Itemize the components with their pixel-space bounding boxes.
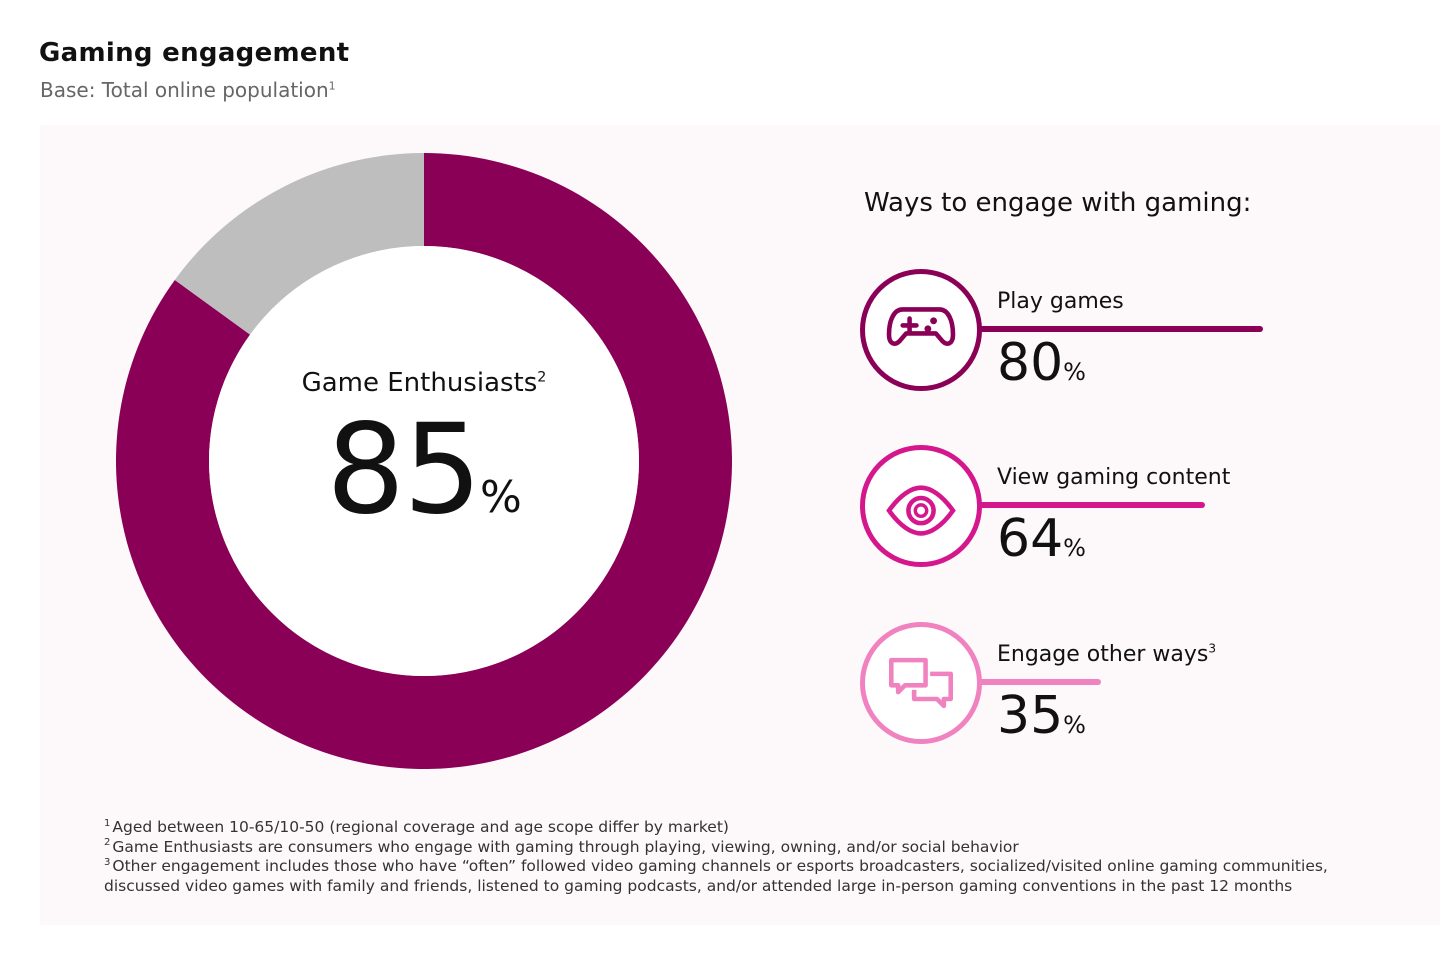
engagement-label: View gaming content [997, 465, 1230, 490]
footnote: 1 Aged between 10-65/10-50 (regional cove… [104, 818, 1328, 838]
engagement-bar [975, 679, 1101, 685]
engagement-value-number: 80 [997, 333, 1064, 393]
engagement-bar [975, 502, 1206, 508]
footnote: 3 Other engagement includes those who hav… [104, 857, 1328, 877]
ways-title: Ways to engage with gaming: [864, 188, 1252, 218]
chat-bubbles-icon-badge [860, 622, 982, 744]
engagement-value-unit: % [1063, 534, 1086, 562]
engagement-bar [975, 326, 1263, 332]
center-label-text: Game Enthusiasts [301, 368, 538, 398]
chat-bubbles-icon [889, 657, 954, 709]
engagement-value-unit: % [1063, 358, 1086, 386]
engagement-item: Engage other ways3 35% [860, 622, 1360, 744]
subtitle-text: Base: Total online population [40, 78, 329, 102]
gamepad-icon [886, 307, 956, 346]
engagement-label: Play games [997, 289, 1124, 314]
donut-slice-game-enthusiasts [115, 153, 733, 769]
eye-icon [886, 485, 956, 536]
footnote-ref: 1 [328, 79, 336, 93]
engagement-value: 80% [997, 337, 1086, 389]
engagement-label-text: Play games [997, 289, 1124, 314]
footnote-number: 2 [104, 837, 111, 849]
engagement-item: View gaming content 64% [860, 445, 1360, 567]
footnotes: 1 Aged between 10-65/10-50 (regional cove… [104, 818, 1328, 896]
donut-center-label: Game Enthusiasts2 [224, 368, 624, 398]
page-title: Gaming engagement [39, 38, 350, 68]
center-value-unit: % [479, 472, 522, 523]
footnote-text: Aged between 10-65/10-50 (regional cover… [112, 818, 729, 836]
engagement-value: 35% [997, 690, 1086, 742]
footnote-number: 3 [104, 856, 111, 868]
engagement-label: Engage other ways3 [997, 642, 1216, 667]
center-value-number: 85 [326, 398, 482, 542]
engagement-label-text: View gaming content [997, 465, 1231, 490]
footnote: 2 Game Enthusiasts are consumers who enga… [104, 838, 1328, 858]
footnote-text: Game Enthusiasts are consumers who engag… [112, 837, 1019, 856]
footnote-ref: 3 [1208, 641, 1217, 656]
gamepad-icon-badge [860, 269, 982, 391]
footnote-number: 1 [104, 817, 111, 829]
engagement-item: Play games 80% [860, 269, 1360, 391]
engagement-value-unit: % [1063, 711, 1086, 739]
footnote-text: discussed video games with family and fr… [104, 876, 1293, 895]
footnote-text: Other engagement includes those who have… [112, 857, 1328, 875]
engagement-value-number: 64 [997, 509, 1064, 569]
footnote: discussed video games with family and fr… [104, 877, 1328, 897]
donut-slice-other [174, 153, 424, 335]
engagement-label-text: Engage other ways [997, 642, 1209, 667]
donut-center-value: 85% [224, 402, 624, 538]
footnote-ref: 2 [537, 369, 547, 386]
page-subtitle: Base: Total online population1 [40, 78, 336, 102]
engagement-value: 64% [997, 513, 1086, 565]
eye-icon-badge [860, 445, 982, 567]
engagement-value-number: 35 [997, 686, 1064, 746]
donut-hole [209, 246, 639, 676]
